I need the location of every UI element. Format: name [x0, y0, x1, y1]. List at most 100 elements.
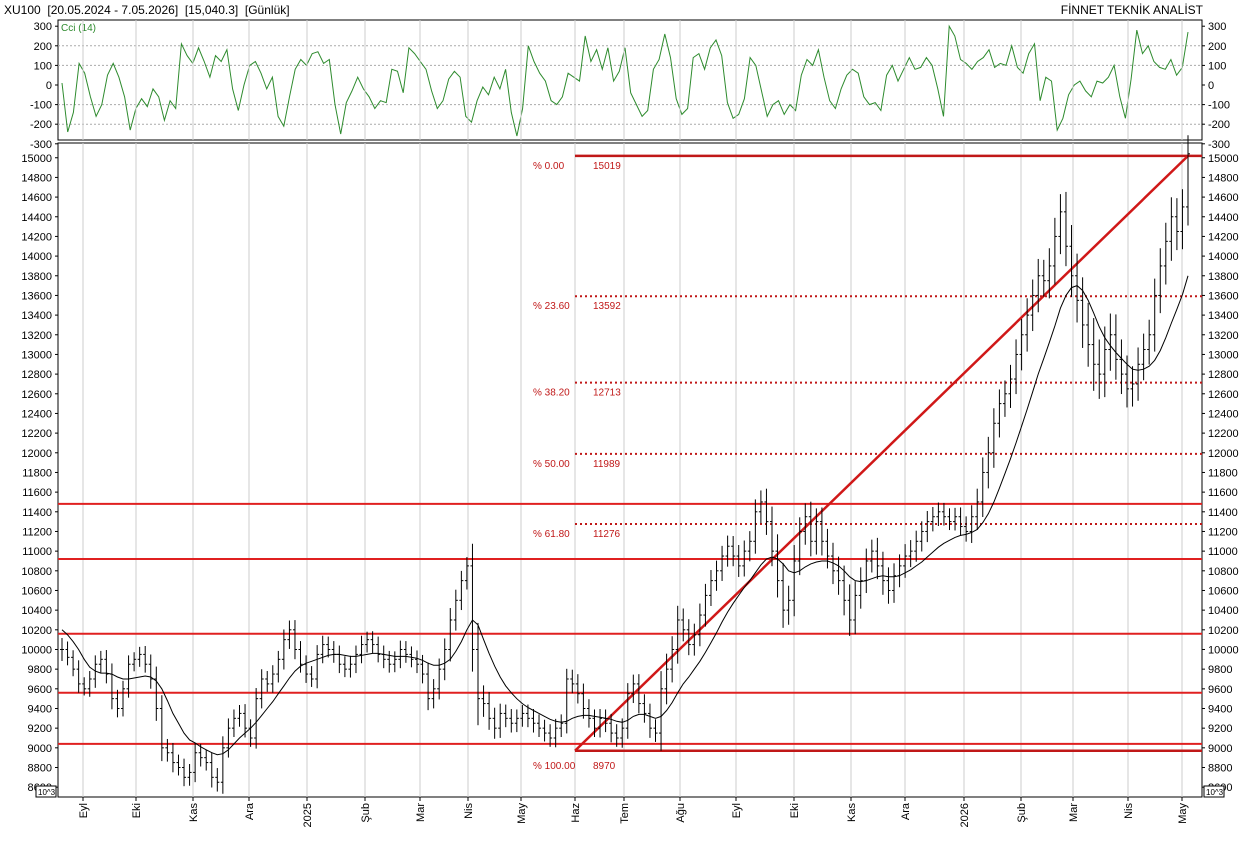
price-tick-left: 14200 [21, 231, 52, 243]
price-tick-right: 14200 [1208, 231, 1239, 243]
cci-tick-right: 300 [1208, 21, 1226, 33]
price-tick-left: 13400 [21, 310, 52, 322]
price-tick-left: 11800 [22, 467, 52, 479]
price-tick-left: 9800 [28, 664, 52, 676]
axis-badge-left-frame [35, 785, 57, 798]
cci-tick-left: -200 [30, 119, 52, 131]
price-tick-right: 14400 [1208, 212, 1239, 224]
price-tick-left: 11400 [22, 507, 52, 519]
fib-value-label: 11276 [593, 529, 621, 540]
symbol-label: XU100 [4, 3, 41, 17]
price-tick-left: 13200 [21, 330, 52, 342]
price-tick-left: 14800 [21, 172, 52, 184]
price-tick-left: 13600 [21, 290, 52, 302]
x-tick-label: May [516, 803, 528, 824]
fib-value-label: 12713 [593, 388, 621, 399]
x-tick-label: Haz [570, 803, 582, 823]
cci-tick-left: 100 [34, 60, 52, 72]
price-tick-left: 12200 [21, 428, 52, 440]
price-tick-left: 8800 [28, 762, 52, 774]
cci-tick-left: 300 [34, 21, 52, 33]
fib-base-pct-label: % 100.00 [533, 761, 576, 772]
price-tick-right: 8800 [1208, 762, 1232, 774]
fib-value-label: 15019 [593, 161, 621, 172]
price-tick-right: 14000 [1208, 251, 1239, 263]
price-tick-right: 12800 [1208, 369, 1239, 381]
cci-tick-right: -100 [1208, 100, 1230, 112]
price-tick-right: 11000 [1208, 546, 1238, 558]
x-tick-label: Mar [1068, 803, 1080, 822]
x-tick-label: May [1177, 803, 1189, 824]
price-tick-left: 11600 [22, 487, 52, 499]
cci-tick-right: 100 [1208, 60, 1226, 72]
price-tick-right: 9800 [1208, 664, 1232, 676]
x-tick-label: Ağu [675, 803, 687, 823]
price-tick-right: 11600 [1208, 487, 1238, 499]
x-tick-label: Tem [619, 803, 631, 824]
x-tick-label: Şub [360, 803, 372, 823]
price-tick-left: 11200 [22, 526, 52, 538]
x-tick-label: Eyl [731, 803, 743, 818]
price-tick-right: 10800 [1208, 566, 1239, 578]
cci-series-line [61, 24, 1189, 137]
fib-pct-label: % 50.00 [533, 459, 570, 470]
price-tick-right: 9400 [1208, 703, 1232, 715]
fib-base-value-label: 8970 [593, 761, 616, 772]
period-label: [20.05.2024 - 7.05.2026] [47, 3, 179, 17]
cci-tick-left: 0 [46, 80, 52, 92]
x-tick-label: Mar [415, 803, 427, 822]
axis-badge-left: 10^3 [38, 788, 56, 797]
price-tick-left: 12800 [21, 369, 52, 381]
x-tick-label: Eki [131, 803, 143, 818]
price-tick-left: 10000 [21, 644, 52, 656]
price-tick-right: 13800 [1208, 271, 1239, 283]
price-tick-left: 14400 [21, 212, 52, 224]
x-tick-label: Eki [789, 803, 801, 818]
price-tick-right: 12600 [1208, 389, 1239, 401]
chart-header: XU100 [20.05.2024 - 7.05.2026] [15,040.3… [4, 3, 290, 17]
x-tick-label: Nis [463, 803, 475, 819]
x-tick-label: 2026 [959, 803, 971, 827]
price-tick-right: 13200 [1208, 330, 1239, 342]
fib-pct-label: % 61.80 [533, 529, 570, 540]
price-tick-left: 15000 [21, 153, 52, 165]
price-tick-right: 13400 [1208, 310, 1239, 322]
axis-badge-right-frame [1203, 785, 1225, 798]
price-tick-left: 13800 [21, 271, 52, 283]
price-tick-right: 12400 [1208, 408, 1239, 420]
cci-tick-left: -100 [30, 100, 52, 112]
cci-tick-right: 0 [1208, 80, 1214, 92]
price-tick-right: 9600 [1208, 684, 1232, 696]
cci-tick-left: -300 [30, 139, 52, 151]
price-tick-left: 11000 [22, 546, 52, 558]
x-tick-label: Ara [244, 802, 256, 820]
price-tick-right: 14800 [1208, 172, 1239, 184]
cci-label: Cci (14) [61, 23, 96, 34]
x-tick-label: 2025 [302, 803, 314, 827]
cci-panel-frame [57, 19, 1203, 141]
price-tick-right: 11200 [1208, 526, 1238, 538]
price-tick-right: 10400 [1208, 605, 1239, 617]
price-tick-left: 14000 [21, 251, 52, 263]
price-tick-left: 10400 [21, 605, 52, 617]
cci-tick-right: 200 [1208, 41, 1226, 53]
price-tick-left: 12000 [21, 448, 52, 460]
price-tick-right: 10600 [1208, 585, 1239, 597]
axis-badge-right: 10^3 [1206, 788, 1224, 797]
price-tick-right: 11400 [1208, 507, 1238, 519]
fib-value-label: 11989 [593, 459, 621, 470]
x-tick-label: Ara [900, 802, 912, 820]
price-tick-left: 13000 [21, 349, 52, 361]
x-tick-label: Kas [188, 803, 200, 822]
brand-label: FİNNET TEKNİK ANALİST [1060, 3, 1203, 17]
price-tick-left: 12600 [21, 389, 52, 401]
price-tick-right: 9200 [1208, 723, 1232, 735]
price-tick-left: 9000 [28, 743, 52, 755]
last-value-label: [15,040.3] [184, 3, 239, 17]
price-tick-right: 12000 [1208, 448, 1239, 460]
price-tick-left: 10200 [21, 625, 52, 637]
x-tick-label: Kas [846, 803, 858, 822]
cci-tick-right: -200 [1208, 119, 1230, 131]
price-tick-right: 9000 [1208, 743, 1232, 755]
